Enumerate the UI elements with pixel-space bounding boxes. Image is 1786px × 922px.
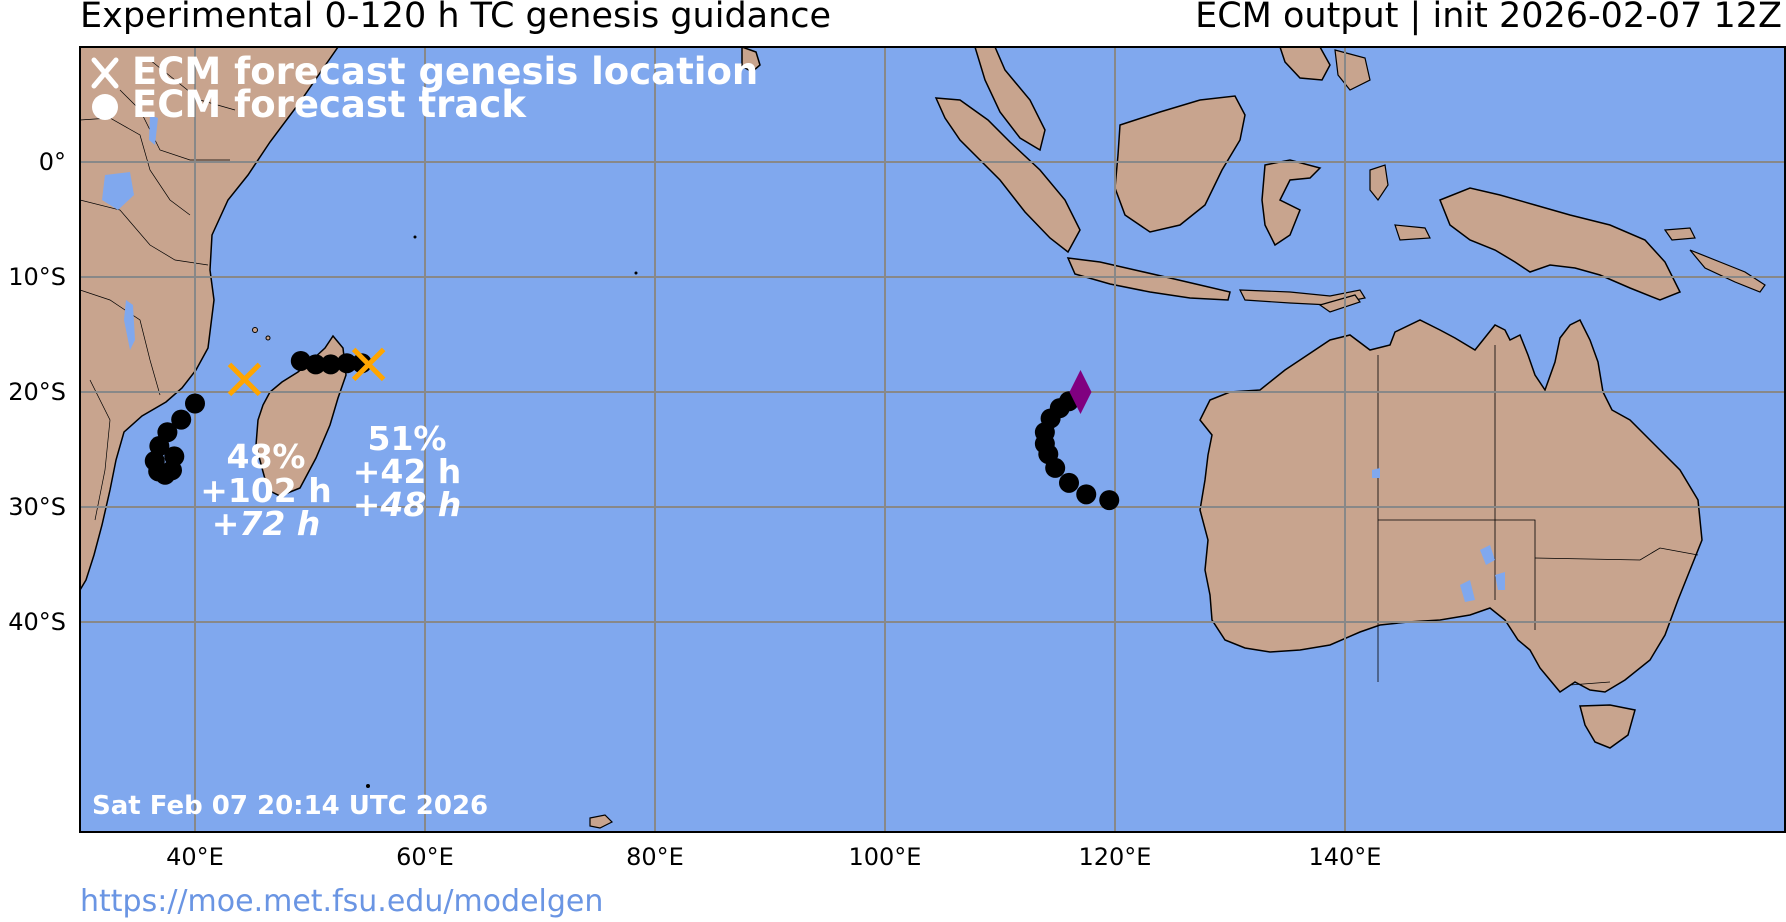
lon-tick-label: 80°E xyxy=(626,843,684,871)
lat-tick-label: 40°S xyxy=(8,608,66,636)
land-sumatra xyxy=(934,97,1081,254)
track-point xyxy=(164,446,185,467)
track-point xyxy=(1045,457,1066,478)
legend-genesis-label: ECM forecast genesis location xyxy=(132,50,758,93)
lon-tick-label: 140°E xyxy=(1309,843,1382,871)
legend-dot-icon xyxy=(92,94,118,120)
system-central-genesis-time: +48 h xyxy=(353,485,462,524)
model-init-label: ECM output | init 2026-02-07 12Z xyxy=(1195,0,1782,36)
legend-x-icon xyxy=(91,57,119,89)
track-point xyxy=(320,354,341,375)
lat-tick-label: 30°S xyxy=(8,493,66,521)
lon-tick-label: 120°E xyxy=(1079,843,1152,871)
track-point xyxy=(171,409,192,430)
system-west-genesis-time: +72 h xyxy=(212,504,321,543)
track-point xyxy=(1059,472,1079,493)
legend: ECM forecast genesis location ECM foreca… xyxy=(91,50,758,126)
model-url-link[interactable]: https://moe.met.fsu.edu/modelgen xyxy=(80,884,604,919)
page-title: Experimental 0-120 h TC genesis guidance xyxy=(80,0,832,36)
land-sulawesi xyxy=(1261,159,1322,247)
latitude-axis: 0° 10°S 20°S 30°S 40°S xyxy=(8,148,66,636)
system-west-labels: 48% +102 h +72 h xyxy=(200,437,332,543)
lat-tick-label: 10°S xyxy=(8,263,66,291)
land-borneo xyxy=(1114,95,1246,233)
track-point xyxy=(185,393,205,414)
lon-tick-label: 100°E xyxy=(849,843,922,871)
longitude-axis: 40°E 60°E 80°E 100°E 120°E 140°E xyxy=(166,843,1381,871)
system-east-genesis-diamond-icon xyxy=(1069,370,1092,414)
system-west-genesis-x-icon xyxy=(227,362,262,397)
system-west-lead-time: +102 h xyxy=(200,471,332,510)
track-point xyxy=(290,350,311,371)
system-central-probability: 51% xyxy=(368,419,447,458)
lon-tick-label: 60°E xyxy=(396,843,454,871)
track-point xyxy=(305,354,326,375)
system-central-lead-time: +42 h xyxy=(353,452,462,491)
map-frame xyxy=(79,46,1786,833)
land-tasmania xyxy=(1579,704,1636,749)
lat-tick-label: 0° xyxy=(39,148,66,176)
genesis-markers xyxy=(227,347,1092,414)
track-point xyxy=(1076,484,1097,505)
system-central-labels: 51% +42 h +48 h xyxy=(353,419,462,524)
system-central-genesis-x-icon xyxy=(351,347,386,382)
graticule xyxy=(80,47,1785,832)
land-madagascar xyxy=(255,334,347,497)
land-java xyxy=(1066,257,1231,301)
track-point xyxy=(336,353,357,374)
lon-tick-label: 40°E xyxy=(166,843,224,871)
track-point xyxy=(1099,490,1120,511)
legend-track-label: ECM forecast track xyxy=(132,83,527,126)
land-new-guinea xyxy=(1439,187,1682,301)
timestamp: Sat Feb 07 20:14 UTC 2026 xyxy=(92,791,488,821)
lat-tick-label: 20°S xyxy=(8,378,66,406)
system-west-probability: 48% xyxy=(227,437,306,476)
